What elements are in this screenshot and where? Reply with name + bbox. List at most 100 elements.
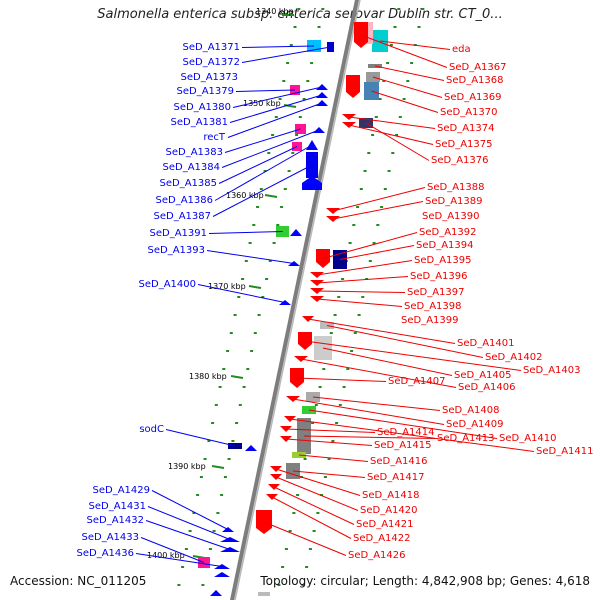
gene-label-SeD_A1368[interactable]: SeD_A1368 [446,75,504,86]
gene-label-SeD_A1418[interactable]: SeD_A1418 [362,490,420,501]
gene-label-SeD_A1411[interactable]: SeD_A1411 [536,446,594,457]
gene-label-SeD_A1396[interactable]: SeD_A1396 [410,271,468,282]
scale-label-1360: 1360 kbp [226,191,264,200]
gene-label-SeD_A1433[interactable]: SeD_A1433 [82,532,140,543]
gene-label-SeD_A1389[interactable]: SeD_A1389 [425,196,483,207]
gene-label-SeD_A1429[interactable]: SeD_A1429 [93,485,151,496]
gene-label-SeD_A1390[interactable]: SeD_A1390 [422,211,480,222]
gene-label-SeD_A1372[interactable]: SeD_A1372 [183,57,241,68]
guide-dot [226,350,230,352]
gene-label-SeD_A1374[interactable]: SeD_A1374 [437,123,495,134]
gene-label-SeD_A1410[interactable]: SeD_A1410 [499,433,557,444]
gene-label-SeD_A1388[interactable]: SeD_A1388 [427,182,485,193]
leader-line-SeD_A1426 [263,521,347,556]
guide-dot [223,476,227,478]
scale-tick-1390 [211,465,225,469]
gene-label-recT[interactable]: recT [203,132,226,143]
guide-dot [322,368,326,370]
gene-label-SeD_A1387[interactable]: SeD_A1387 [154,211,212,222]
gene-label-SeD_A1376[interactable]: SeD_A1376 [431,155,489,166]
gene-label-SeD_A1417[interactable]: SeD_A1417 [367,472,425,483]
scale-tick-1380 [230,375,244,379]
guide-dot [318,386,322,388]
gene-label-SeD_A1397[interactable]: SeD_A1397 [407,287,465,298]
scale-label-1370: 1370 kbp [208,282,246,291]
gene-label-SeD_A1421[interactable]: SeD_A1421 [356,519,414,530]
gene-label-eda[interactable]: eda [452,44,471,55]
gene-label-SeD_A1416[interactable]: SeD_A1416 [370,456,428,467]
gene-label-SeD_A1373[interactable]: SeD_A1373 [181,72,239,83]
gene-label-SeD_A1408[interactable]: SeD_A1408 [442,405,500,416]
guide-dot [289,44,293,46]
scale-tick-1360 [264,194,278,198]
gene-label-SeD_A1379[interactable]: SeD_A1379 [177,86,235,97]
leader-line-SeD_A1401 [307,318,456,344]
gene-label-SeD_A1394[interactable]: SeD_A1394 [416,240,474,251]
gene-label-SeD_A1367[interactable]: SeD_A1367 [449,62,507,73]
gene-label-SeD_A1393[interactable]: SeD_A1393 [148,245,206,256]
scale-label-1390: 1390 kbp [168,462,206,471]
guide-dot [316,512,320,514]
gene-label-SeD_A1431[interactable]: SeD_A1431 [89,501,147,512]
gene-label-SeD_A1420[interactable]: SeD_A1420 [360,505,418,516]
gene-label-SeD_A1407[interactable]: SeD_A1407 [388,376,446,387]
guide-dot [246,368,250,370]
guide-dot [321,8,325,10]
guide-dot [314,404,318,406]
gene-label-SeD_A1405[interactable]: SeD_A1405 [454,370,512,381]
leader-line-SeD_A1397 [316,290,406,293]
gene-label-SeD_A1432[interactable]: SeD_A1432 [87,515,145,526]
gene-label-SeD_A1384[interactable]: SeD_A1384 [163,162,221,173]
leader-line-SeD_A1384 [221,129,320,168]
gene-label-SeD_A1401[interactable]: SeD_A1401 [457,338,515,349]
gene-label-SeD_A1413[interactable]: SeD_A1413 [437,433,495,444]
guide-dot [203,458,207,460]
guide-dot [292,512,296,514]
leader-line-SeD_A1369 [372,76,443,98]
gene-label-SeD_A1375[interactable]: SeD_A1375 [435,139,493,150]
guide-dot [235,422,239,424]
guide-dot [361,296,365,298]
gene-label-SeD_A1392[interactable]: SeD_A1392 [419,227,477,238]
leader-line-SeD_A1375 [348,124,434,145]
gene-label-SeD_A1386[interactable]: SeD_A1386 [156,195,214,206]
gene-label-SeD_A1385[interactable]: SeD_A1385 [160,178,218,189]
gene-label-SeD_A1409[interactable]: SeD_A1409 [446,419,504,430]
guide-dot [372,242,376,244]
gene-label-SeD_A1422[interactable]: SeD_A1422 [353,533,411,544]
gene-label-SeD_A1391[interactable]: SeD_A1391 [150,228,208,239]
gene-label-SeD_A1369[interactable]: SeD_A1369 [444,92,502,103]
gene-label-SeD_A1398[interactable]: SeD_A1398 [404,301,462,312]
guide-dot [368,260,372,262]
guide-dot [278,98,282,100]
guide-dot [327,458,331,460]
gene-label-SeD_A1403[interactable]: SeD_A1403 [523,365,581,376]
gene-label-SeD_A1399[interactable]: SeD_A1399 [401,315,459,326]
gene-label-SeD_A1381[interactable]: SeD_A1381 [171,117,229,128]
gene-label-SeD_A1370[interactable]: SeD_A1370 [440,107,498,118]
scale-label-1380: 1380 kbp [189,372,227,381]
guide-dot [311,422,315,424]
gene-label-sodC[interactable]: sodC [139,424,164,435]
guide-dot [211,422,215,424]
gene-label-SeD_A1415[interactable]: SeD_A1415 [374,440,432,451]
gene-label-SeD_A1414[interactable]: SeD_A1414 [377,427,435,438]
guide-dot [281,566,285,568]
gene-label-SeD_A1436[interactable]: SeD_A1436 [77,548,135,559]
gene-label-SeD_A1400[interactable]: SeD_A1400 [139,279,197,290]
gene-label-SeD_A1402[interactable]: SeD_A1402 [485,352,543,363]
guide-dot [331,440,335,442]
guide-dot [293,26,297,28]
gene-label-SeD_A1383[interactable]: SeD_A1383 [166,147,224,158]
guide-dot [380,206,384,208]
gene-label-SeD_A1395[interactable]: SeD_A1395 [414,255,472,266]
guide-dot [395,134,399,136]
gene-label-SeD_A1371[interactable]: SeD_A1371 [183,42,241,53]
leader-line-SeD_A1416 [298,454,369,462]
gene-label-SeD_A1426[interactable]: SeD_A1426 [348,550,406,561]
gene-label-SeD_A1406[interactable]: SeD_A1406 [458,382,516,393]
guide-dot [212,530,216,532]
gene-label-SeD_A1380[interactable]: SeD_A1380 [174,102,232,113]
guide-dot [229,332,233,334]
leader-line-SeD_A1367 [360,34,448,68]
